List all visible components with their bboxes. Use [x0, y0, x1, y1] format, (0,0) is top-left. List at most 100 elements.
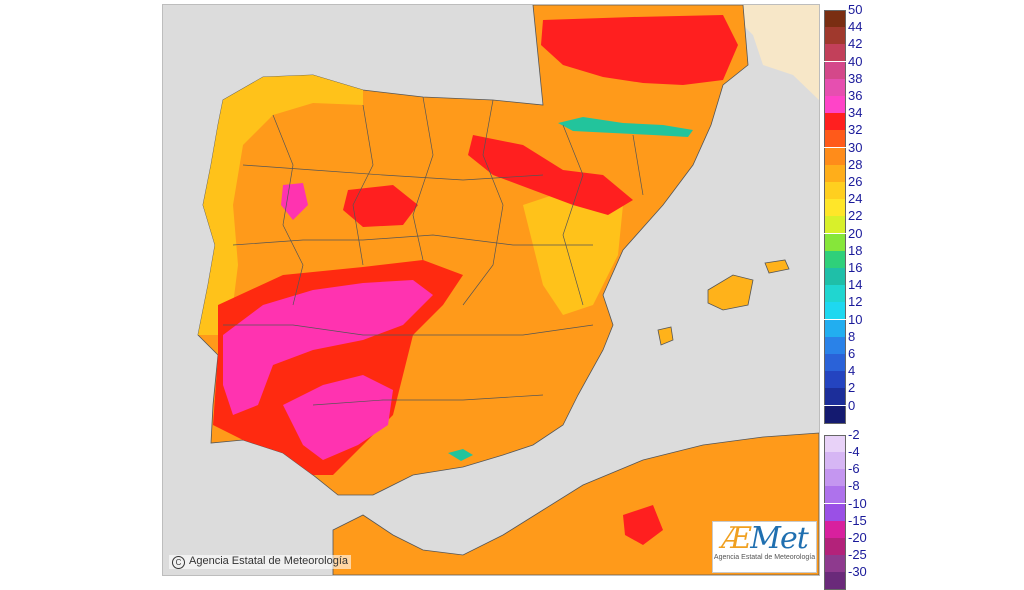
legend-swatch — [824, 61, 846, 79]
legend-upper-entry: 0 — [822, 398, 882, 424]
legend-label: -2 — [848, 426, 860, 442]
temperature-legend: 50 44 42 40 38 36 34 32 30 28 26 24 22 20 18 16 14 12 10 8 6… — [822, 3, 882, 590]
legend-upper-entry: 40 — [822, 54, 882, 79]
legend-label: -15 — [848, 512, 867, 528]
legend-label: 26 — [848, 174, 863, 189]
legend-swatch — [824, 520, 846, 538]
legend-swatch — [824, 182, 846, 199]
legend-label: 24 — [848, 191, 863, 207]
legend-label: 10 — [848, 311, 863, 327]
legend-swatch — [824, 388, 846, 406]
legend-label: -20 — [848, 530, 867, 545]
legend-label: 8 — [848, 328, 856, 344]
aemet-logo: ÆMet Agencia Estatal de Meteorología — [712, 521, 817, 573]
legend-label: 18 — [848, 242, 863, 258]
legend-swatch — [824, 336, 846, 354]
legend-lower-entry: -15 — [822, 513, 882, 538]
legend-label: 32 — [848, 122, 863, 138]
legend-swatch — [824, 405, 846, 424]
legend-label: -10 — [848, 495, 867, 511]
legend-label: 22 — [848, 208, 863, 224]
legend-label: 34 — [848, 105, 863, 121]
aemet-logo-subtitle: Agencia Estatal de Meteorología — [713, 554, 816, 561]
legend-label: 6 — [848, 346, 856, 361]
legend-upper-entry: 28 — [822, 157, 882, 182]
zone-16-18-pyrenees — [558, 117, 693, 137]
legend-upper-entry: 6 — [822, 347, 882, 371]
zone-34-36-guadalquivir — [283, 375, 393, 460]
legend-swatch — [824, 78, 846, 96]
legend-swatch — [824, 354, 846, 371]
zone-16-18-sierra-nevada — [448, 449, 473, 461]
zone-34-36-northwest — [281, 183, 308, 220]
legend-label: 36 — [848, 88, 863, 103]
legend-swatch — [824, 434, 846, 453]
legend-label: 50 — [848, 2, 863, 17]
legend-upper-entry: 24 — [822, 192, 882, 217]
legend-swatch — [824, 452, 846, 469]
legend-lower-entry: -20 — [822, 531, 882, 555]
legend-upper-entry: 26 — [822, 175, 882, 199]
copyright-text: Agencia Estatal de Meteorología — [189, 555, 348, 567]
legend-upper-entry: 42 — [822, 37, 882, 62]
legend-label: -25 — [848, 547, 867, 563]
legend-swatch — [824, 503, 846, 521]
zone-32-34-meseta — [343, 185, 418, 227]
legend-upper-entry: 50 — [822, 3, 882, 28]
legend-label: -30 — [848, 564, 867, 580]
legend-upper-entry: 44 — [822, 20, 882, 45]
legend-lower-entry: -4 — [822, 445, 882, 469]
legend-label: 4 — [848, 363, 856, 379]
legend-swatch — [824, 199, 846, 217]
zone-34-36-guadiana — [223, 280, 433, 415]
legend-label: 40 — [848, 53, 863, 69]
island-menorca — [764, 259, 790, 274]
legend-swatch — [824, 233, 846, 251]
legend-swatch — [824, 538, 846, 555]
legend-upper-entry: 8 — [822, 329, 882, 354]
legend-lower-entry: -25 — [822, 548, 882, 573]
legend-swatch — [824, 96, 846, 113]
legend-swatch — [824, 572, 846, 590]
north-africa-red — [623, 505, 663, 545]
legend-label: 28 — [848, 156, 863, 172]
legend-label: 42 — [848, 36, 863, 52]
temperature-map: C Agencia Estatal de Meteorología ÆMet Ag… — [162, 4, 820, 576]
legend-label: -4 — [848, 444, 860, 459]
zone-26-28 — [198, 75, 363, 335]
legend-swatch — [824, 164, 846, 182]
legend-swatch — [824, 555, 846, 573]
legend-swatch — [824, 147, 846, 165]
legend-upper-entry: 2 — [822, 381, 882, 406]
legend-swatch — [824, 10, 846, 28]
legend-swatch — [824, 27, 846, 45]
zone-32-34-north — [541, 15, 738, 85]
legend-upper-entry: 30 — [822, 140, 882, 165]
legend-label: -8 — [848, 478, 860, 494]
aemet-logo-mark: ÆMet — [721, 521, 809, 556]
legend-swatch — [824, 113, 846, 131]
copyright-notice: C Agencia Estatal de Meteorología — [169, 555, 351, 569]
legend-upper-entry: 32 — [822, 123, 882, 148]
north-africa — [332, 432, 819, 575]
legend-swatch — [824, 285, 846, 303]
zone-32-34-ebro — [468, 135, 633, 215]
legend-swatch — [824, 302, 846, 320]
island-ibiza — [657, 326, 674, 346]
legend-label: 20 — [848, 225, 863, 241]
legend-lower-entry: -10 — [822, 496, 882, 521]
legend-lower-entry: -8 — [822, 479, 882, 504]
legend-upper-entry: 4 — [822, 364, 882, 389]
france-area — [723, 5, 819, 100]
legend-upper-entry: 38 — [822, 71, 882, 96]
legend-swatch — [824, 469, 846, 487]
legend-label: 30 — [848, 139, 863, 155]
legend-swatch — [824, 268, 846, 285]
legend-swatch — [824, 44, 846, 62]
legend-upper-entry: 14 — [822, 278, 882, 303]
zone-26-28-east — [523, 185, 623, 315]
legend-upper-entry: 34 — [822, 106, 882, 131]
legend-lower-entry: -2 — [822, 427, 882, 453]
legend-swatch — [824, 250, 846, 268]
legend-swatch — [824, 319, 846, 337]
